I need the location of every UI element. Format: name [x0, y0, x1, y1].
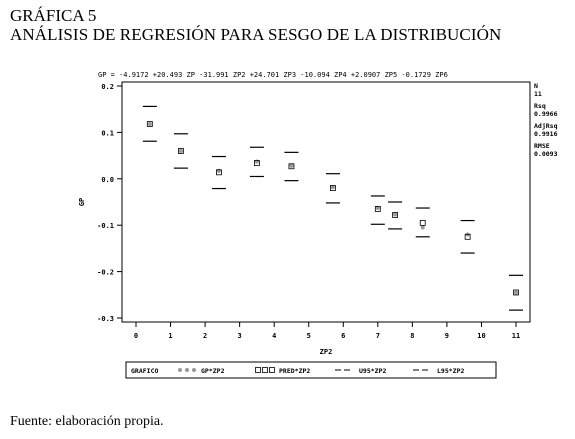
legend-entry-label: U95*ZP2 — [359, 367, 386, 375]
x-tick-label: 7 — [376, 332, 380, 340]
stat-value: 0.9966 — [534, 110, 558, 118]
figure-header: GRÁFICA 5 ANÁLISIS DE REGRESIÓN PARA SES… — [10, 6, 501, 44]
y-tick-label: 0.1 — [101, 129, 114, 137]
legend-swatch-square — [269, 367, 275, 373]
legend-swatch-dot — [185, 368, 189, 372]
predicted-point — [330, 185, 336, 191]
predicted-point — [216, 169, 222, 176]
stat-label: Rsq — [534, 102, 546, 110]
observed-point — [513, 290, 519, 295]
y-axis-label: GP — [78, 198, 86, 206]
x-tick-label: 3 — [238, 332, 242, 340]
x-tick-label: 6 — [341, 332, 345, 340]
stat-value: 11 — [534, 90, 542, 98]
predicted-point — [254, 160, 260, 166]
legend-title: GRAFICO — [131, 367, 158, 375]
observed-point — [330, 185, 336, 190]
stat-label: AdjRsq — [534, 122, 558, 130]
predicted-point — [374, 206, 381, 212]
legend-entry-label: GP*ZP2 — [201, 367, 225, 375]
plot-frame — [121, 81, 531, 323]
x-tick-label: 9 — [445, 332, 449, 340]
y-tick-label: -0.3 — [97, 315, 114, 323]
predicted-point — [288, 163, 295, 170]
x-tick-label: 2 — [203, 332, 207, 340]
x-axis-label: ZP2 — [320, 348, 333, 356]
observed-point — [375, 205, 380, 211]
observed-point — [289, 163, 294, 168]
observed-point — [178, 148, 184, 154]
legend-swatch-dot — [192, 368, 196, 372]
legend-box — [125, 361, 497, 379]
legend-entry-label: L95*ZP2 — [437, 367, 464, 375]
observed-point — [420, 225, 425, 230]
legend-swatch-square — [255, 367, 261, 373]
legend-entry-label: PRED*ZP2 — [279, 367, 310, 375]
regression-equation: GP = -4.9172 +20.493 ZP -31.991 ZP2 +24.… — [98, 71, 448, 79]
stat-label: N — [534, 82, 538, 90]
x-tick-label: 5 — [307, 332, 311, 340]
predicted-point — [392, 212, 398, 218]
stat-value: 0.0093 — [534, 150, 558, 158]
x-tick-label: 0 — [134, 332, 138, 340]
figure-label: GRÁFICA 5 — [10, 6, 97, 25]
predicted-point — [178, 148, 184, 154]
stat-label: RMSE — [534, 142, 550, 150]
observed-point — [147, 121, 152, 127]
x-tick-label: 4 — [272, 332, 276, 340]
x-tick-label: 8 — [410, 332, 414, 340]
predicted-point — [464, 233, 471, 240]
x-tick-label: 10 — [477, 332, 485, 340]
y-tick-label: 0.0 — [101, 176, 114, 184]
legend-swatch-dot — [178, 368, 182, 372]
y-tick-label: -0.2 — [97, 269, 114, 277]
figure-title: ANÁLISIS DE REGRESIÓN PARA SESGO DE LA D… — [10, 25, 502, 44]
x-tick-label: 1 — [168, 332, 172, 340]
predicted-point — [146, 121, 153, 127]
observed-point — [392, 212, 398, 217]
y-tick-label: -0.1 — [97, 222, 114, 230]
y-tick-label: 0.2 — [101, 83, 114, 91]
legend-swatch-square — [262, 367, 268, 373]
x-tick-label: 11 — [512, 332, 520, 340]
source-note: Fuente: elaboración propia. — [10, 414, 164, 429]
stat-value: 0.9916 — [534, 130, 558, 138]
predicted-point — [419, 219, 426, 226]
predicted-point — [513, 289, 519, 296]
